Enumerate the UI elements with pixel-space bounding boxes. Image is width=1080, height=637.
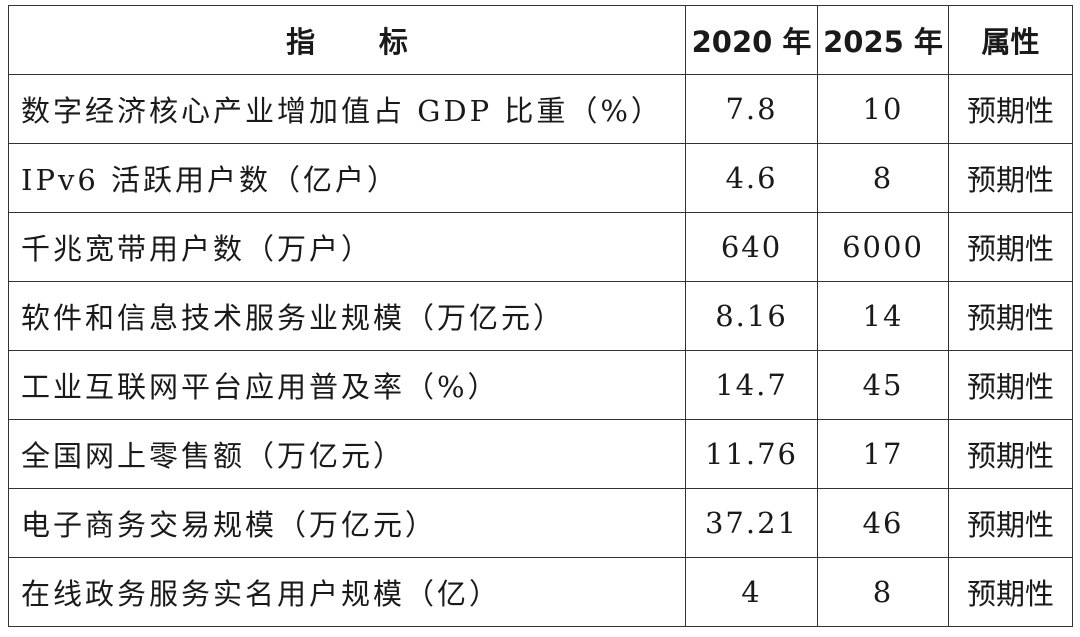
value-cell: 37.21 (685, 488, 818, 558)
value-cell: 640 (685, 212, 818, 282)
header-cell: 属性 (948, 5, 1073, 75)
value-cell: 6000 (817, 212, 949, 282)
indicator-cell: 软件和信息技术服务业规模（万亿元） (8, 281, 686, 351)
value-cell: 8.16 (685, 281, 818, 351)
attribute-cell: 预期性 (948, 350, 1073, 420)
value-cell: 46 (817, 488, 949, 558)
value-cell: 10 (817, 74, 949, 144)
header-cell: 2020 年 (685, 5, 818, 75)
indicator-cell: IPv6 活跃用户数（亿户） (8, 143, 686, 213)
header-cell: 指标 (8, 5, 686, 75)
table-row: 软件和信息技术服务业规模（万亿元） 8.16 14 预期性 (8, 281, 1073, 351)
value-cell: 45 (817, 350, 949, 420)
indicator-cell: 电子商务交易规模（万亿元） (8, 488, 686, 558)
attribute-cell: 预期性 (948, 212, 1073, 282)
value-cell: 4 (685, 557, 818, 627)
value-cell: 4.6 (685, 143, 818, 213)
table-row: 在线政务服务实名用户规模（亿） 4 8 预期性 (8, 557, 1073, 627)
table-row: 千兆宽带用户数（万户） 640 6000 预期性 (8, 212, 1073, 282)
value-cell: 8 (817, 557, 949, 627)
header-cell: 2025 年 (817, 5, 949, 75)
indicator-cell: 数字经济核心产业增加值占 GDP 比重（%） (8, 74, 686, 144)
attribute-cell: 预期性 (948, 419, 1073, 489)
value-cell: 17 (817, 419, 949, 489)
indicator-cell: 工业互联网平台应用普及率（%） (8, 350, 686, 420)
attribute-cell: 预期性 (948, 488, 1073, 558)
value-cell: 7.8 (685, 74, 818, 144)
value-cell: 14.7 (685, 350, 818, 420)
attribute-cell: 预期性 (948, 281, 1073, 351)
table-row: IPv6 活跃用户数（亿户） 4.6 8 预期性 (8, 143, 1073, 213)
table-row: 电子商务交易规模（万亿元） 37.21 46 预期性 (8, 488, 1073, 558)
table-row: 数字经济核心产业增加值占 GDP 比重（%） 7.8 10 预期性 (8, 74, 1073, 144)
table-row: 全国网上零售额（万亿元） 11.76 17 预期性 (8, 419, 1073, 489)
indicator-cell: 千兆宽带用户数（万户） (8, 212, 686, 282)
attribute-cell: 预期性 (948, 74, 1073, 144)
value-cell: 11.76 (685, 419, 818, 489)
value-cell: 8 (817, 143, 949, 213)
value-cell: 14 (817, 281, 949, 351)
indicator-table: 指标 2020 年 2025 年属性 数字经济核心产业增加值占 GDP 比重（%） 7… (8, 5, 1073, 627)
indicator-cell: 全国网上零售额（万亿元） (8, 419, 686, 489)
indicator-cell: 在线政务服务实名用户规模（亿） (8, 557, 686, 627)
attribute-cell: 预期性 (948, 143, 1073, 213)
header-row: 指标 2020 年 2025 年属性 (8, 5, 1073, 75)
attribute-cell: 预期性 (948, 557, 1073, 627)
table-row: 工业互联网平台应用普及率（%） 14.7 45 预期性 (8, 350, 1073, 420)
